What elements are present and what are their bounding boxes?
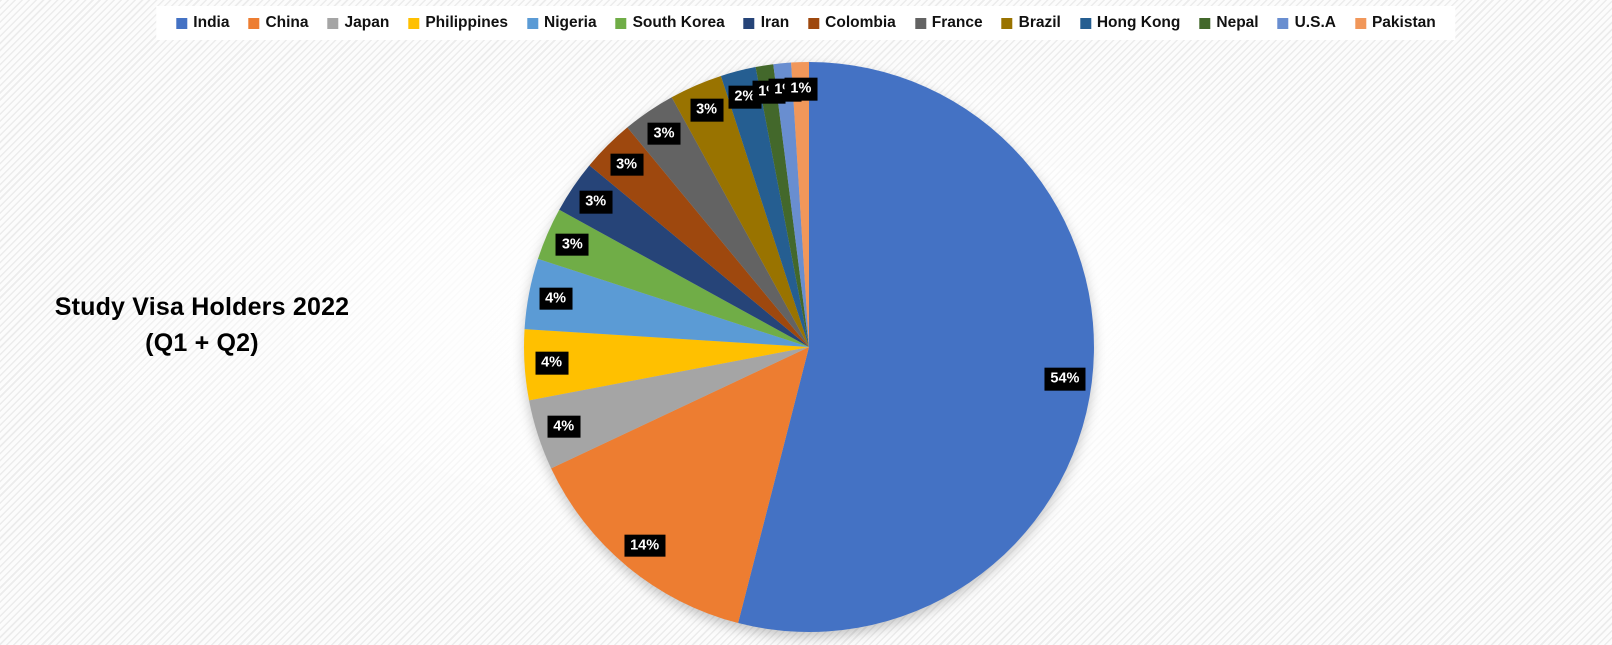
pie-slice-hong-kong [720,67,809,348]
legend-swatch-nigeria [527,17,539,29]
legend-label-colombia: Colombia [825,14,896,31]
legend-label-india: India [193,14,230,31]
chart-title-line1: Study Visa Holders 2022 [54,293,350,321]
pie-slice-china [551,347,809,624]
legend-swatch-china [248,17,260,29]
legend-swatch-colombia [808,17,820,29]
legend-swatch-iran [743,17,755,29]
data-label-iran: 3% [579,190,613,214]
legend-label-iran: Iran [760,14,790,31]
legend-item-nigeria: Nigeria [527,14,597,32]
pie-slice-nepal [755,64,809,347]
legend-label-nigeria: Nigeria [544,14,597,31]
legend-label-hong-kong: Hong Kong [1096,14,1181,31]
data-label-brazil: 3% [690,98,724,122]
pie-slice-u-s-a [773,62,809,348]
legend-swatch-nepal [1199,17,1211,29]
legend-item-nepal: Nepal [1199,14,1259,32]
pie-slice-colombia [589,127,809,348]
legend-item-japan: Japan [327,14,390,32]
legend-item-philippines: Philippines [408,14,508,32]
legend-item-colombia: Colombia [808,14,896,32]
legend-swatch-pakistan [1354,17,1366,29]
legend-item-brazil: Brazil [1001,14,1061,32]
legend-item-u-s-a: U.S.A [1277,14,1336,32]
legend-swatch-south-korea [615,17,627,29]
legend-label-japan: Japan [344,14,390,31]
legend-item-china: China [248,14,309,32]
legend-swatch-philippines [408,17,420,29]
data-label-pakistan: 1% [784,77,818,101]
pie-slice-pakistan [791,61,809,347]
legend-label-brazil: Brazil [1018,14,1061,31]
chart-title-line2: (Q1 + Q2) [145,328,259,357]
chart-legend: India China Japan Philippines Nigeria South K… [156,6,1456,40]
legend-label-south-korea: South Korea [632,14,725,31]
legend-item-iran: Iran [743,14,790,32]
legend-swatch-france [914,17,926,29]
legend-label-china: China [265,14,309,31]
pie-slice-japan [529,347,809,469]
legend-item-pakistan: Pakistan [1354,14,1436,32]
legend-swatch-brazil [1001,17,1013,29]
pie-slice-philippines [523,329,809,401]
legend-swatch-hong-kong [1079,17,1091,29]
pie-slice-iran [559,165,809,347]
data-label-india: 54% [1044,367,1086,391]
data-label-colombia: 3% [610,153,644,176]
data-label-japan: 4% [547,415,581,439]
pie-slice-france [627,97,809,347]
legend-label-u-s-a: U.S.A [1294,14,1336,31]
legend-item-india: India [176,14,229,32]
legend-label-nepal: Nepal [1216,14,1259,31]
legend-item-france: France [914,14,983,32]
legend-swatch-japan [327,17,339,29]
legend-swatch-india [176,17,188,29]
pie-slice-nigeria [524,258,809,347]
legend-item-south-korea: South Korea [615,14,725,32]
legend-label-pakistan: Pakistan [1371,14,1436,31]
legend-label-philippines: Philippines [425,14,509,31]
data-label-france: 3% [647,122,681,146]
legend-swatch-u-s-a [1277,17,1289,29]
pie-slice-brazil [671,75,809,347]
data-label-china: 14% [624,534,666,558]
legend-item-hong-kong: Hong Kong [1079,14,1181,32]
data-label-nigeria: 4% [539,287,573,311]
pie-slice-india [738,62,1094,632]
legend-label-france: France [931,14,983,31]
data-label-south-korea: 3% [555,233,589,256]
chart-title: Study Visa Holders 2022 (Q1 + Q2) [28,290,376,361]
data-label-philippines: 4% [535,351,569,375]
pie-slice-south-korea [537,209,809,347]
